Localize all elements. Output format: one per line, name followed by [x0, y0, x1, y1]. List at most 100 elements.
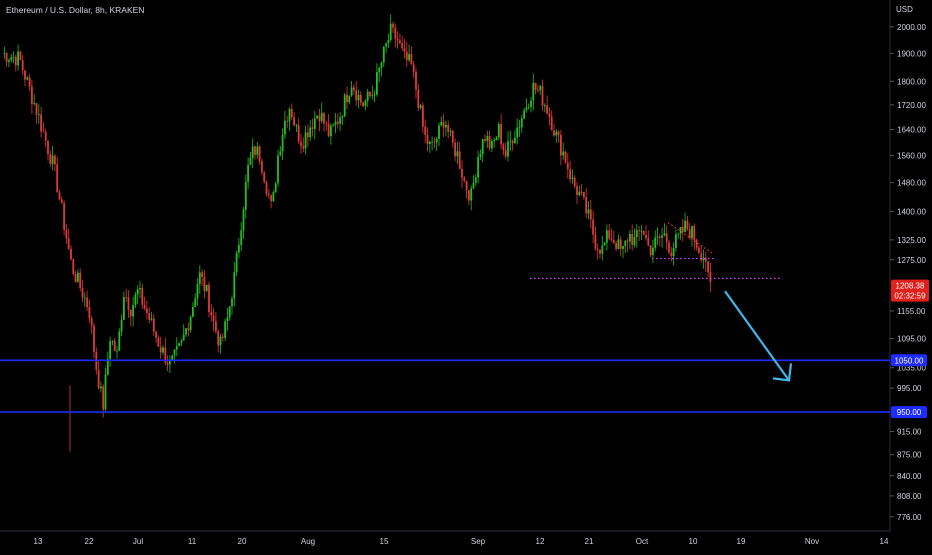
candle-body [431, 141, 433, 143]
candle-body [102, 386, 105, 410]
candle-body [493, 140, 496, 142]
candle-body [532, 82, 535, 101]
forecast-arrow-shaft[interactable] [724, 290, 790, 382]
candle-body [507, 141, 509, 157]
candle-body [341, 116, 344, 118]
candle-body [484, 139, 486, 141]
x-tick-label: 21 [585, 537, 594, 546]
candle-body [350, 87, 353, 96]
candle-body [14, 56, 17, 66]
candle-body [205, 284, 208, 291]
candle-body [440, 121, 443, 126]
candle-body [571, 177, 574, 179]
x-tick-label: 14 [880, 537, 889, 546]
candle-body [624, 240, 627, 246]
candle-body [277, 155, 279, 184]
candle-body [527, 107, 530, 108]
candles-layer [3, 14, 712, 452]
candle-body [378, 67, 381, 73]
candle-body [272, 192, 275, 202]
candle-body [171, 355, 174, 360]
price-axis[interactable]: 2000.00 1900.00 1800.00 1720.00 1640.00 1560.… [890, 23, 926, 522]
candle-body [58, 192, 61, 200]
candle-body [396, 38, 399, 41]
y-tick-label: 915.00 [897, 428, 922, 437]
candle-body [438, 125, 440, 139]
candle-body [348, 95, 351, 103]
y-tick-label: 1155.00 [897, 307, 926, 316]
candle-body [353, 87, 355, 91]
candle-body [668, 242, 670, 253]
currency-label: USD [896, 5, 913, 14]
candle-body [233, 272, 236, 299]
candle-body [219, 336, 222, 346]
candle-body [17, 51, 19, 66]
candle-body [182, 334, 185, 341]
candle-body [465, 181, 468, 191]
candle-body [284, 120, 286, 135]
candle-body [21, 60, 24, 71]
candle-body [645, 234, 647, 239]
candle-body [258, 146, 261, 161]
candle-body [654, 237, 657, 248]
candle-body [203, 276, 206, 291]
y-tick-label: 1095.00 [897, 335, 926, 344]
candle-body [100, 386, 102, 389]
candle-body [530, 100, 532, 108]
candle-body [468, 190, 470, 201]
candle-body [148, 313, 151, 320]
candle-body [539, 86, 542, 91]
candle-body [435, 138, 438, 143]
candle-body [500, 124, 502, 145]
candle-body [573, 177, 576, 187]
candle-body [192, 306, 194, 317]
candle-body [449, 131, 452, 132]
candle-body [693, 226, 696, 241]
time-axis[interactable]: 13 22 Jul 11 20 Aug 15 Sep 12 21 Oct 10 19 Nov 14 [34, 537, 889, 546]
candle-body [479, 154, 482, 158]
candle-body [511, 140, 514, 144]
candle-body [24, 70, 26, 80]
candle-body [254, 146, 256, 155]
candle-body [355, 90, 358, 101]
x-tick-label: 12 [536, 537, 545, 546]
candle-body [300, 141, 302, 147]
candle-body [578, 191, 581, 196]
candle-body [5, 52, 8, 62]
candle-body [458, 151, 461, 169]
candle-body [401, 43, 404, 49]
candle-body [270, 195, 272, 202]
candle-body [228, 306, 231, 318]
candle-body [189, 316, 192, 331]
candle-body [382, 46, 385, 63]
candle-body [318, 115, 321, 122]
x-tick-label: Sep [471, 537, 486, 546]
candle-body [555, 131, 558, 136]
candle-body [215, 321, 217, 332]
candle-body [28, 77, 31, 87]
dotted-trendline[interactable] [667, 222, 714, 255]
candle-body [81, 288, 84, 298]
y-tick-label: 875.00 [897, 451, 922, 460]
candle-body [51, 155, 54, 165]
candle-body [210, 312, 213, 316]
candle-body [261, 160, 263, 173]
candle-body [394, 27, 397, 39]
candle-body [594, 234, 597, 249]
candle-body [514, 137, 516, 144]
candle-body [672, 247, 675, 257]
candle-body [290, 108, 293, 118]
candle-body [212, 315, 215, 322]
candle-body [136, 289, 139, 295]
candle-body [304, 132, 307, 149]
y-tick-label: 1400.00 [897, 207, 926, 216]
y-tick-label: 1800.00 [897, 77, 926, 86]
candle-body [74, 274, 77, 282]
candle-body [47, 140, 49, 155]
candle-body [502, 144, 505, 151]
candle-body [97, 369, 100, 389]
candle-body [93, 325, 95, 352]
candle-body [675, 234, 677, 248]
candle-body [302, 146, 305, 149]
